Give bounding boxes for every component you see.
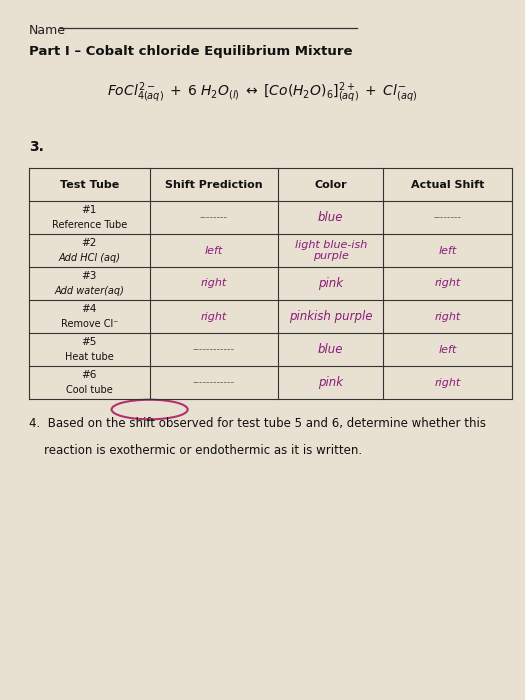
Text: Color: Color [314,179,347,190]
Text: Heat tube: Heat tube [65,352,113,362]
Text: --------: -------- [434,213,461,223]
Text: ------------: ------------ [193,344,235,354]
Text: blue: blue [318,211,343,224]
Text: purple: purple [313,251,349,261]
Text: --------: -------- [200,213,228,223]
Text: Reference Tube: Reference Tube [51,220,127,230]
Text: left: left [205,246,223,256]
Text: right: right [201,279,227,288]
Text: $FoCl^{2-}_{4(aq)}$$\;+\;6\;H_2O_{(l)}$$\;\leftrightarrow\;$$[Co(H_2O)_6]^{2+}_{: $FoCl^{2-}_{4(aq)}$$\;+\;6\;H_2O_{(l)}$$… [108,80,417,105]
Text: pinkish purple: pinkish purple [289,310,373,323]
Text: left: left [438,344,457,354]
Text: light blue-ish: light blue-ish [295,239,367,250]
Text: pink: pink [318,277,343,290]
Text: right: right [435,279,461,288]
Text: #4: #4 [81,304,97,314]
Text: Cool tube: Cool tube [66,385,113,395]
Text: Remove Cl⁻: Remove Cl⁻ [60,318,118,329]
Text: Name: Name [29,25,66,38]
Text: Test Tube: Test Tube [60,179,119,190]
Text: 3.: 3. [29,140,44,154]
Text: #3: #3 [81,271,97,281]
Text: pink: pink [318,376,343,389]
Text: Add water(aq): Add water(aq) [54,286,124,296]
Text: 4.  Based on the shift observed for test tube 5 and 6, determine whether this: 4. Based on the shift observed for test … [29,416,486,430]
Text: reaction is exothermic or endothermic as it is written.: reaction is exothermic or endothermic as… [29,444,362,458]
Text: right: right [435,312,461,321]
Text: right: right [201,312,227,321]
Text: left: left [438,246,457,256]
Text: #1: #1 [81,205,97,215]
Text: Add HCl (aq): Add HCl (aq) [58,253,120,262]
Text: blue: blue [318,343,343,356]
Text: Actual Shift: Actual Shift [411,179,484,190]
Text: #2: #2 [81,238,97,248]
Text: Shift Prediction: Shift Prediction [165,179,262,190]
Text: ------------: ------------ [193,377,235,388]
Text: #5: #5 [81,337,97,347]
Text: Part I – Cobalt chloride Equilibrium Mixture: Part I – Cobalt chloride Equilibrium Mix… [29,46,352,59]
Text: right: right [435,377,461,388]
Text: #6: #6 [81,370,97,380]
